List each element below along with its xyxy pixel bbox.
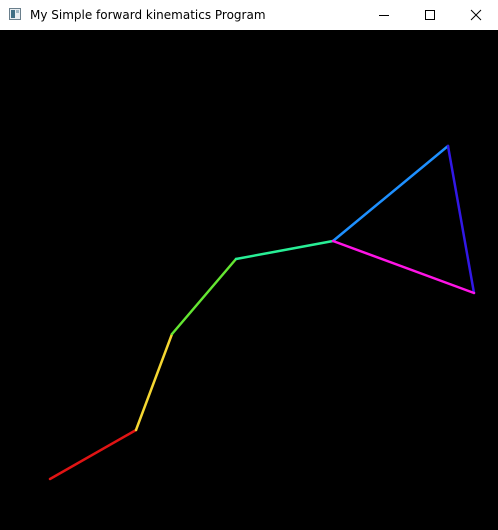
maximize-icon [425, 10, 435, 20]
link-6 [446, 144, 476, 295]
link-5 [331, 144, 450, 243]
close-icon [470, 9, 482, 21]
minimize-button[interactable] [361, 0, 407, 30]
link-2 [134, 332, 174, 432]
title-bar[interactable]: My Simple forward kinematics Program [0, 0, 498, 30]
app-icon [9, 8, 21, 20]
link-7 [331, 239, 476, 295]
render-canvas[interactable] [0, 30, 498, 530]
minimize-icon [379, 15, 389, 16]
link-4 [234, 239, 335, 261]
maximize-button[interactable] [407, 0, 453, 30]
close-button[interactable] [453, 0, 498, 30]
window-title: My Simple forward kinematics Program [30, 8, 266, 22]
link-3 [170, 257, 238, 336]
kinematic-chain-drawing [48, 144, 476, 481]
link-1 [48, 428, 138, 481]
